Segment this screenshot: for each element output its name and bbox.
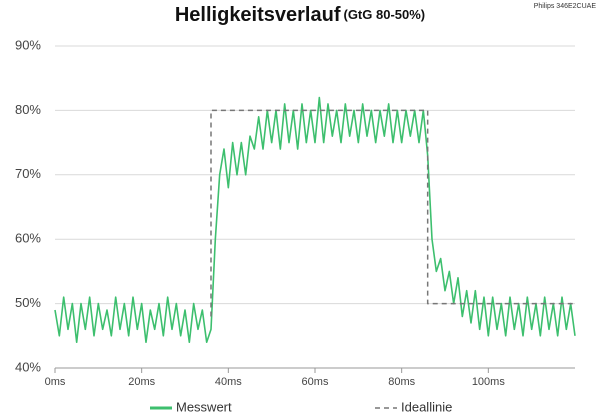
y-tick-label: 50% [15,295,41,310]
x-tick-label: 80ms [388,376,415,388]
series-line [54,96,576,344]
x-tick-label: 100ms [472,376,506,388]
x-tick-label: 0ms [45,376,66,388]
chart-title: Helligkeitsverlauf (GtG 80-50%) [175,4,425,26]
y-tick-label: 80% [15,102,41,117]
series-line [210,109,575,317]
y-tick-label: 60% [15,231,41,246]
title: Helligkeitsverlauf [175,4,341,26]
subtitle: (GtG 80-50%) [343,7,425,22]
y-tick-label: 40% [15,359,41,374]
device-label: Philips 346E2CUAE [534,3,597,10]
legend-label: Messwert [176,399,232,414]
legend-label: Ideallinie [401,399,452,414]
x-tick-label: 60ms [302,376,329,388]
x-tick-label: 20ms [128,376,155,388]
y-tick-label: 90% [15,37,41,52]
y-tick-label: 70% [15,166,41,181]
x-tick-label: 40ms [215,376,242,388]
